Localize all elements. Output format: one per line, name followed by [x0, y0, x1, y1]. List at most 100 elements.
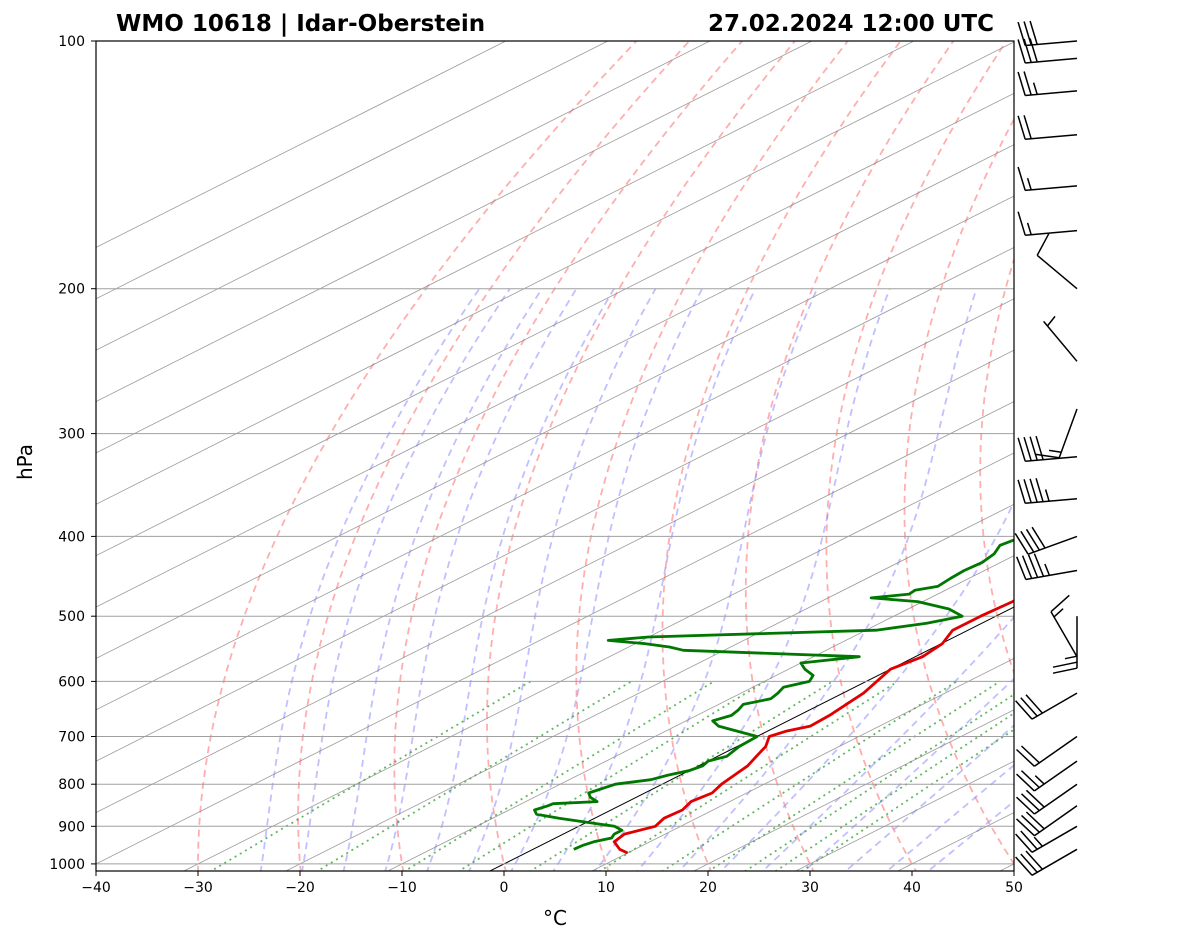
mixing-ratio-line	[529, 680, 833, 871]
moist-adiabat-line	[844, 724, 1014, 871]
isotherm-line	[96, 349, 1014, 813]
dry-adiabat-line	[393, 41, 743, 871]
dry-adiabat-line	[1125, 41, 1181, 885]
x-tick-label: 10	[597, 880, 615, 896]
wind-barb	[1052, 616, 1078, 674]
moist-adiabat-line	[342, 288, 543, 871]
isotherm-line	[387, 555, 1014, 871]
x-tick-label: −20	[285, 880, 315, 896]
isotherm-line	[591, 657, 1014, 871]
isotherm-line	[96, 41, 1014, 505]
dry-adiabat-line	[903, 117, 1014, 866]
isotherm-line	[693, 709, 1014, 871]
wind-barb	[1043, 315, 1078, 362]
wind-barb	[1036, 233, 1078, 290]
isotherm-line	[795, 760, 1014, 871]
moist-adiabat-line	[761, 615, 1014, 871]
isotherm-line	[96, 246, 1014, 711]
isotherm-line	[96, 195, 1014, 659]
wind-barb	[1034, 408, 1078, 459]
y-tick-label: 400	[58, 529, 85, 545]
dewpoint-profile-line	[533, 538, 1014, 851]
moist-adiabat-line	[510, 288, 703, 871]
wind-barb	[1017, 71, 1078, 97]
isotherm-line	[96, 41, 609, 300]
wind-barb	[1015, 692, 1078, 720]
wind-barb	[1017, 166, 1078, 192]
wind-barb	[1015, 783, 1078, 815]
y-tick-label: 200	[58, 282, 85, 298]
mixing-ratio-line	[315, 680, 632, 871]
temperature-profile-line	[612, 599, 1014, 855]
x-axis-label: °C	[543, 906, 567, 930]
moist-adiabat-line	[552, 288, 757, 871]
dry-adiabat-line	[486, 41, 796, 871]
isotherm-line	[285, 503, 1014, 871]
wind-barb	[1017, 115, 1078, 141]
y-tick-label: 700	[58, 730, 85, 746]
mixing-ratio-line	[598, 680, 899, 871]
background-lines	[96, 41, 1181, 885]
wind-barb	[1015, 760, 1078, 792]
y-tick-label: 600	[58, 674, 85, 690]
plot-frame	[95, 40, 1015, 872]
isotherm-line	[96, 92, 1014, 557]
moist-adiabat-line	[636, 288, 891, 871]
y-tick-label: 300	[58, 427, 85, 443]
moist-adiabat-line	[468, 288, 657, 871]
isotherm-line	[96, 41, 507, 248]
isotherm-line	[96, 144, 1014, 608]
mixing-ratio-line	[661, 680, 958, 871]
x-tick-label: −30	[183, 880, 213, 896]
x-tick-label: 40	[903, 880, 921, 896]
mixing-ratio-line	[403, 680, 715, 871]
x-tick-label: −10	[387, 880, 417, 896]
x-tick-label: 50	[1005, 880, 1023, 896]
chart-title-datetime: 27.02.2024 12:00 UTC	[708, 11, 994, 37]
isotherm-line	[96, 41, 711, 351]
wind-barb	[1014, 526, 1078, 555]
y-tick-label: 1000	[49, 857, 85, 873]
isotherm-line	[183, 452, 1014, 871]
dry-adiabat-line	[979, 256, 1014, 676]
y-axis-label: hPa	[13, 444, 37, 480]
isotherm-line	[96, 41, 915, 454]
moist-adiabat-line	[803, 677, 1014, 871]
x-tick-label: 20	[699, 880, 717, 896]
profile-lines	[533, 538, 1014, 855]
wind-barb	[1015, 735, 1078, 767]
wind-barb	[1015, 848, 1078, 876]
wind-barb	[1050, 594, 1078, 658]
isotherm-line	[96, 298, 1014, 762]
mixing-ratio-line	[209, 680, 532, 871]
moist-adiabat-line	[259, 288, 481, 871]
wind-barb	[1017, 211, 1078, 236]
dry-adiabat-line	[661, 41, 902, 871]
x-tick-label: 0	[500, 880, 509, 896]
mixing-ratio-line	[743, 693, 1014, 871]
y-tick-label: 800	[58, 777, 85, 793]
y-tick-label: 900	[58, 819, 85, 835]
wind-barb	[1017, 435, 1078, 462]
wind-barb	[1017, 20, 1078, 47]
moist-adiabat-line	[678, 288, 978, 871]
dry-adiabat-line	[197, 41, 638, 871]
x-tick-label: −40	[81, 880, 111, 896]
moist-adiabat-line	[384, 288, 578, 871]
wind-barb	[1017, 38, 1078, 64]
chart-title-station: WMO 10618 | Idar-Oberstein	[116, 11, 485, 37]
y-tick-label: 100	[58, 34, 85, 50]
dry-adiabat-line	[297, 41, 690, 871]
x-tick-label: 30	[801, 880, 819, 896]
wind-barb	[1017, 478, 1078, 505]
mixing-ratio-line	[707, 680, 1001, 871]
moist-adiabat-line	[594, 288, 818, 871]
moist-adiabat-line	[426, 288, 615, 871]
wind-barb	[1016, 553, 1078, 581]
mixing-ratio-line	[774, 712, 1014, 871]
wind-barb	[1015, 805, 1078, 837]
wind-barb	[1015, 825, 1078, 853]
axes: −40 −30 −20 −10 0 10 20 30 40 50 100 200 300 400 500 60…	[49, 34, 1023, 896]
y-tick-label: 500	[58, 609, 85, 625]
